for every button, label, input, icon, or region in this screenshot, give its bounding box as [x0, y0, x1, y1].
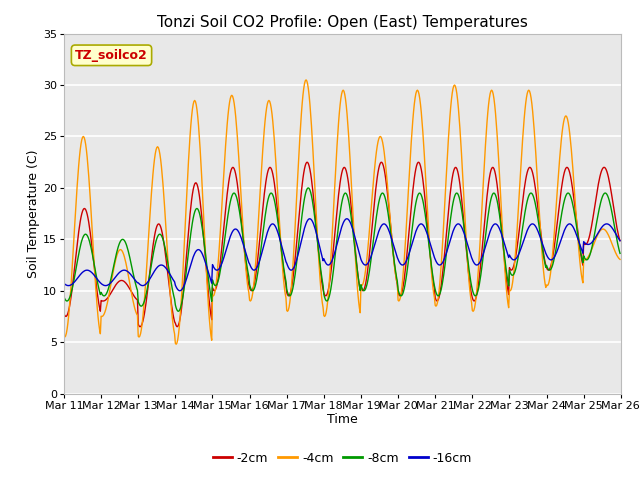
Y-axis label: Soil Temperature (C): Soil Temperature (C) — [27, 149, 40, 278]
X-axis label: Time: Time — [327, 413, 358, 426]
Text: TZ_soilco2: TZ_soilco2 — [75, 49, 148, 62]
Title: Tonzi Soil CO2 Profile: Open (East) Temperatures: Tonzi Soil CO2 Profile: Open (East) Temp… — [157, 15, 528, 30]
Legend: -2cm, -4cm, -8cm, -16cm: -2cm, -4cm, -8cm, -16cm — [208, 447, 477, 469]
